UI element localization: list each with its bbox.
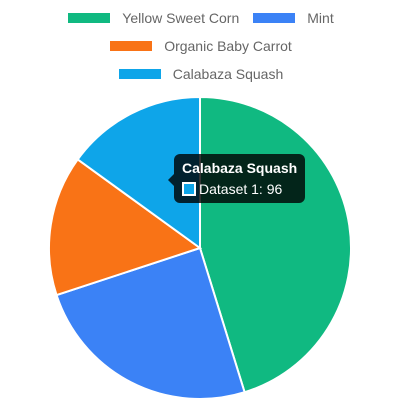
legend-label: Mint (307, 10, 334, 26)
tooltip-caret (168, 174, 174, 186)
tooltip-title: Calabaza Squash (182, 160, 298, 176)
legend-label: Organic Baby Carrot (164, 38, 292, 54)
legend-swatch (66, 11, 113, 25)
legend-row-3: Calabaza Squash (0, 64, 400, 84)
tooltip-body: Dataset 1: 96 (182, 181, 297, 197)
legend-row-2: Organic Baby Carrot (0, 36, 400, 56)
legend-swatch (251, 11, 298, 25)
legend-row-1: Yellow Sweet Corn Mint (0, 8, 400, 28)
legend-item-calabaza-squash[interactable]: Calabaza Squash (116, 66, 284, 82)
legend-item-mint[interactable]: Mint (251, 10, 334, 26)
tooltip-value: Dataset 1: 96 (199, 181, 283, 197)
legend: Yellow Sweet Corn Mint Organic Baby Carr… (0, 8, 400, 92)
legend-swatch (108, 39, 155, 53)
legend-swatch (116, 67, 163, 81)
legend-label: Yellow Sweet Corn (122, 10, 240, 26)
legend-label: Calabaza Squash (172, 66, 284, 82)
pie-slice-organic-baby-carrot[interactable] (48, 158, 203, 297)
pie-slice-calabaza-squash[interactable] (76, 95, 201, 250)
tooltip-swatch (182, 182, 196, 196)
tooltip: Calabaza Squash Dataset 1: 96 (168, 154, 306, 203)
legend-item-organic-baby-carrot[interactable]: Organic Baby Carrot (108, 38, 292, 54)
legend-item-yellow-sweet-corn[interactable]: Yellow Sweet Corn (66, 10, 239, 26)
pie-slice-mint[interactable] (55, 246, 246, 400)
